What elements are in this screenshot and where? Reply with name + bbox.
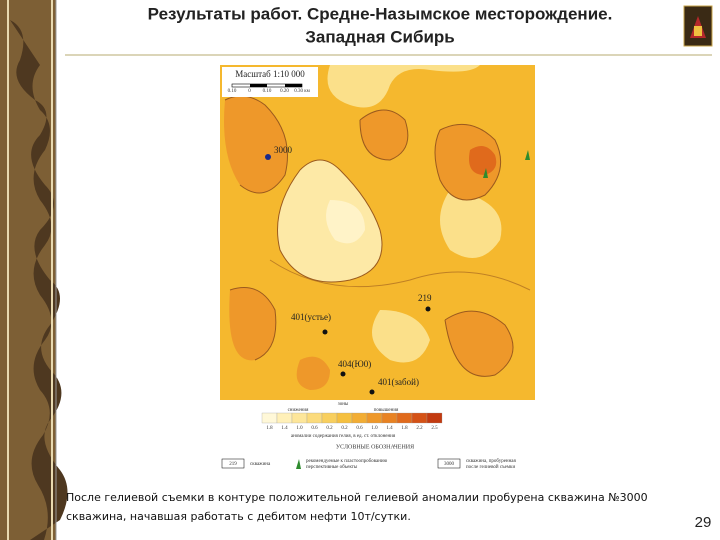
map (220, 65, 535, 400)
legend-text: повышения (374, 408, 399, 413)
color-swatch (306, 412, 323, 424)
legend-text: аномалии содержания гелия, в ед. ст. отк… (291, 434, 396, 439)
color-swatch (321, 412, 338, 424)
legend-value: 1.0 (371, 426, 378, 431)
scale-tick-label: 0.20 (280, 89, 289, 94)
scale-tick-label: 0.10 (263, 89, 272, 94)
title: Западная Сибирь (305, 27, 455, 46)
color-swatch (396, 412, 413, 424)
legend-value: 1.4 (281, 426, 288, 431)
well-label: 404(Ю0) (338, 359, 371, 369)
title: Результаты работ. Средне-Назымское место… (148, 4, 613, 23)
legend-symbol-text: 219 (229, 462, 237, 467)
legend-symbol-text: 3000 (444, 462, 455, 467)
scale-title: Масштаб 1:10 000 (235, 69, 305, 79)
legend-text: перспективные объекты (306, 465, 358, 470)
wells (265, 150, 530, 395)
legend-title: УСЛОВНЫЕ ОБОЗНАЧЕНИЯ (336, 444, 414, 450)
legend-symbol (221, 458, 245, 469)
scale-tick-label: 0.10 (228, 89, 237, 94)
color-swatch (276, 412, 293, 424)
color-swatch (381, 412, 398, 424)
legend-text: после гелиевой съемки (466, 465, 515, 470)
legend-value: 2.2 (416, 426, 423, 431)
caption: После гелиевой съемки в контуре положите… (66, 491, 648, 504)
legend-value: 1.0 (296, 426, 303, 431)
legend-value: 0.6 (356, 426, 363, 431)
logo (683, 5, 713, 47)
legend-value: 2.5 (431, 426, 438, 431)
color-swatch (411, 412, 428, 424)
scale-tick-label: 0.30 км (294, 89, 310, 94)
legend-value: 1.8 (401, 426, 408, 431)
color-swatch (426, 412, 443, 424)
legend-text: скважина (250, 462, 271, 467)
legend-value: 1.4 (386, 426, 393, 431)
color-swatch (336, 412, 353, 424)
legend-symbol (296, 459, 301, 469)
legend-value: 1.8 (266, 426, 273, 431)
scale-tick-label: 0 (248, 89, 251, 94)
page-number: 29 (695, 514, 712, 531)
legend-text: зоны (338, 402, 349, 407)
legend-text: снижения (288, 408, 310, 413)
well-label: 401(забой) (378, 377, 419, 387)
color-swatch (291, 412, 308, 424)
legend-text: скважина, пробуренная (466, 459, 517, 464)
legend-symbol (437, 458, 461, 469)
color-swatch (261, 412, 278, 424)
well-label: 401(устье) (291, 312, 331, 322)
legend-value: 0.2 (341, 426, 348, 431)
color-swatch (351, 412, 368, 424)
caption: скважина, начавшая работать с дебитом не… (66, 510, 411, 523)
legend-text: рекомендуемые к пластоопробованию (306, 459, 388, 464)
legend-value: 0.6 (311, 426, 318, 431)
well-label: 3000 (274, 145, 293, 155)
color-swatch (366, 412, 383, 424)
well-label: 219 (418, 293, 432, 303)
border-pattern (10, 20, 68, 540)
legend-value: 0.2 (326, 426, 333, 431)
